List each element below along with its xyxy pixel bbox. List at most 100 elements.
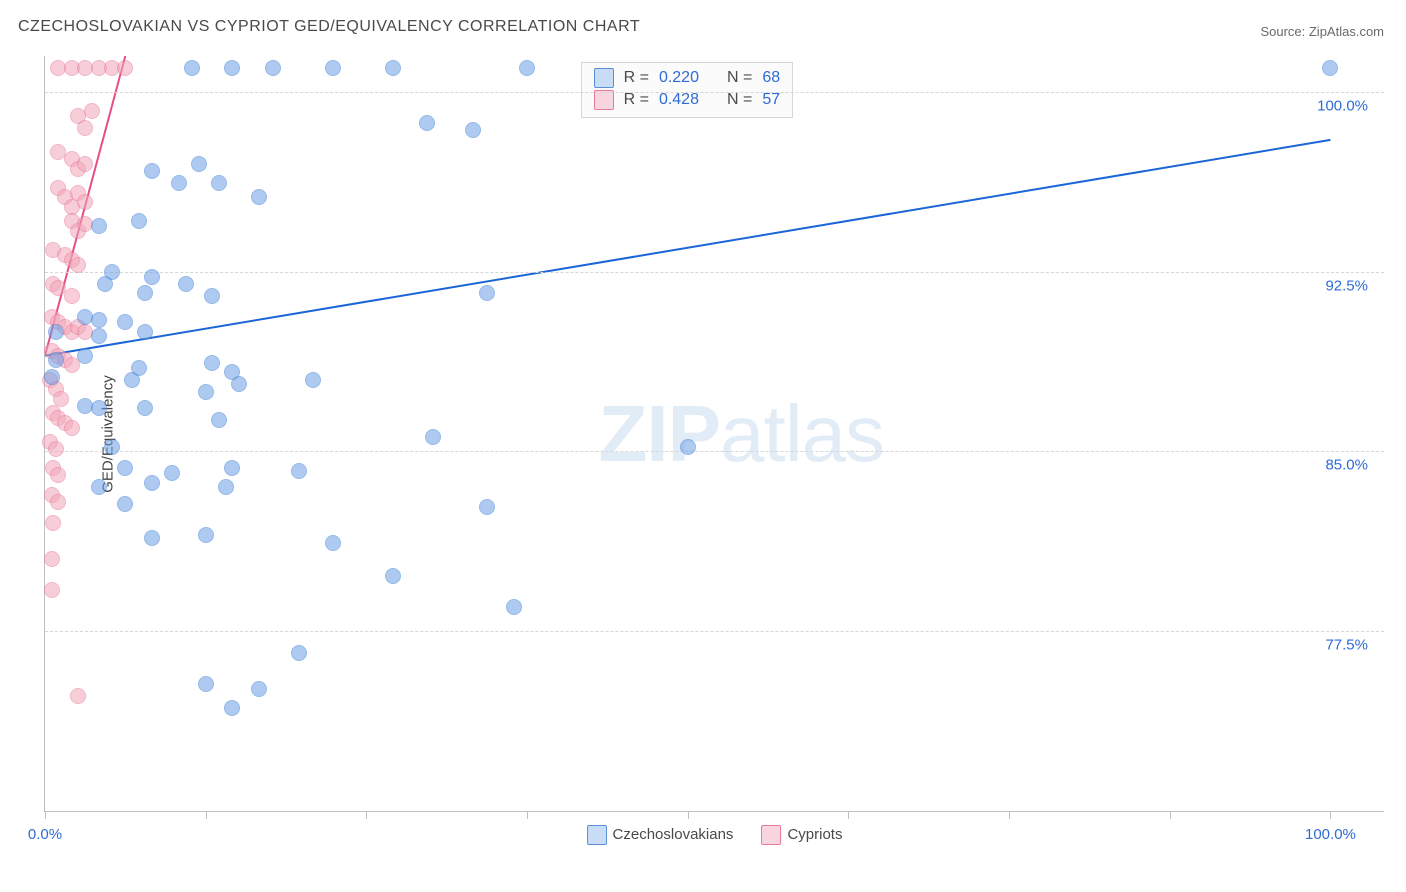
scatter-point <box>70 257 86 273</box>
scatter-point <box>224 700 240 716</box>
scatter-point <box>224 60 240 76</box>
scatter-point <box>117 460 133 476</box>
xtick <box>527 811 528 819</box>
scatter-point <box>131 213 147 229</box>
scatter-point <box>198 527 214 543</box>
scatter-point <box>44 369 60 385</box>
scatter-point <box>144 269 160 285</box>
stats-n-value: 57 <box>762 91 780 109</box>
scatter-point <box>97 276 113 292</box>
scatter-point <box>291 645 307 661</box>
scatter-point <box>137 285 153 301</box>
scatter-point <box>224 460 240 476</box>
ytick-label: 92.5% <box>1325 277 1368 294</box>
scatter-point <box>45 515 61 531</box>
scatter-point <box>144 530 160 546</box>
scatter-point <box>91 312 107 328</box>
y-axis-label: GED/Equivalency <box>99 375 116 493</box>
scatter-point <box>479 285 495 301</box>
scatter-point <box>44 551 60 567</box>
legend-item: Czechoslovakians <box>587 825 734 845</box>
scatter-point <box>50 467 66 483</box>
scatter-point <box>211 175 227 191</box>
scatter-point <box>91 218 107 234</box>
stats-swatch <box>594 90 614 110</box>
stats-n-value: 68 <box>762 69 780 87</box>
scatter-point <box>419 115 435 131</box>
scatter-point <box>191 156 207 172</box>
scatter-point <box>91 400 107 416</box>
legend-label: Czechoslovakians <box>613 826 734 843</box>
scatter-point <box>198 384 214 400</box>
scatter-point <box>198 676 214 692</box>
scatter-point <box>64 288 80 304</box>
source-label: Source: ZipAtlas.com <box>1260 24 1384 39</box>
scatter-point <box>131 360 147 376</box>
scatter-point <box>184 60 200 76</box>
xtick-label: 0.0% <box>28 826 62 843</box>
scatter-point <box>144 163 160 179</box>
scatter-point <box>204 355 220 371</box>
stats-swatch <box>594 68 614 88</box>
xtick <box>366 811 367 819</box>
scatter-point <box>77 156 93 172</box>
scatter-point <box>1322 60 1338 76</box>
scatter-point <box>117 496 133 512</box>
scatter-point <box>104 439 120 455</box>
stats-n-label: N = <box>727 69 752 87</box>
stats-r-label: R = <box>624 91 649 109</box>
scatter-point <box>137 324 153 340</box>
xtick <box>848 811 849 819</box>
scatter-point <box>164 465 180 481</box>
stats-legend-box: R = 0.220 N = 68 R = 0.428 N = 57 <box>581 62 794 118</box>
scatter-point <box>77 348 93 364</box>
plot-area: GED/Equivalency ZIPatlas R =0.220N =68R … <box>44 56 1384 812</box>
scatter-point <box>251 681 267 697</box>
legend-item: Cypriots <box>761 825 842 845</box>
trend-line <box>45 140 1330 356</box>
legend-swatch <box>587 825 607 845</box>
scatter-point <box>325 535 341 551</box>
bottom-legend: Czechoslovakians Cypriots <box>587 825 843 845</box>
trend-lines-svg <box>45 56 1384 811</box>
scatter-point <box>385 568 401 584</box>
watermark-zip: ZIP <box>599 389 720 478</box>
scatter-point <box>425 429 441 445</box>
xtick <box>1170 811 1171 819</box>
xtick-label: 100.0% <box>1305 826 1356 843</box>
xtick <box>206 811 207 819</box>
scatter-point <box>305 372 321 388</box>
scatter-point <box>77 120 93 136</box>
stats-r-value: 0.428 <box>659 91 699 109</box>
stats-r-value: 0.220 <box>659 69 699 87</box>
scatter-point <box>137 400 153 416</box>
gridline-h <box>45 451 1384 452</box>
scatter-point <box>211 412 227 428</box>
gridline-h <box>45 92 1384 93</box>
scatter-point <box>48 324 64 340</box>
ytick-label: 100.0% <box>1317 97 1368 114</box>
xtick <box>45 811 46 819</box>
scatter-point <box>680 439 696 455</box>
stats-n-label: N = <box>727 91 752 109</box>
scatter-point <box>291 463 307 479</box>
scatter-point <box>77 194 93 210</box>
scatter-point <box>48 441 64 457</box>
scatter-point <box>48 352 64 368</box>
xtick <box>1009 811 1010 819</box>
scatter-point <box>251 189 267 205</box>
scatter-point <box>91 328 107 344</box>
scatter-point <box>117 60 133 76</box>
scatter-point <box>479 499 495 515</box>
stats-r-label: R = <box>624 69 649 87</box>
chart-title: CZECHOSLOVAKIAN VS CYPRIOT GED/EQUIVALEN… <box>18 18 640 36</box>
scatter-point <box>519 60 535 76</box>
scatter-point <box>53 391 69 407</box>
scatter-point <box>50 494 66 510</box>
watermark: ZIPatlas <box>599 388 884 480</box>
gridline-h <box>45 631 1384 632</box>
legend-swatch <box>761 825 781 845</box>
scatter-point <box>70 688 86 704</box>
xtick <box>1330 811 1331 819</box>
xtick <box>688 811 689 819</box>
